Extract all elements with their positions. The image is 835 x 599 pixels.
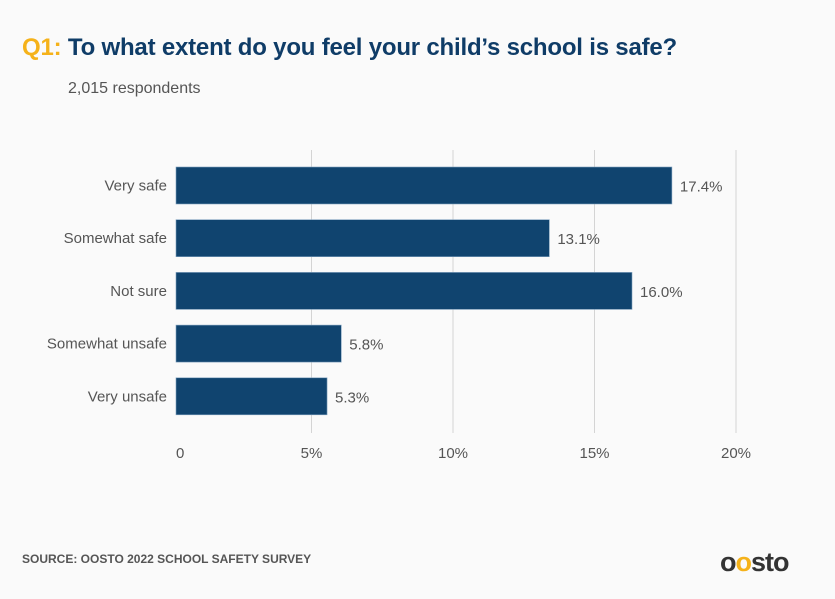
oosto-logo: oosto bbox=[720, 547, 789, 577]
source-note: SOURCE: OOSTO 2022 SCHOOL SAFETY SURVEY bbox=[22, 552, 312, 566]
category-label: Somewhat unsafe bbox=[47, 336, 167, 353]
bar-somewhat-unsafe bbox=[175, 324, 342, 363]
category-label: Very safe bbox=[104, 178, 167, 195]
category-label: Not sure bbox=[110, 283, 167, 300]
value-label: 5.8% bbox=[349, 337, 383, 354]
category-label: Somewhat safe bbox=[64, 230, 167, 247]
x-tick-label: 20% bbox=[721, 445, 751, 462]
value-label: 17.4% bbox=[680, 179, 723, 196]
respondent-count: 2,015 respondents bbox=[68, 80, 201, 97]
bar-somewhat-safe bbox=[175, 219, 550, 257]
value-label: 5.3% bbox=[335, 389, 369, 406]
value-label: 13.1% bbox=[557, 231, 600, 248]
category-label: Very unsafe bbox=[88, 388, 167, 405]
x-tick-label: 10% bbox=[438, 445, 468, 462]
x-tick-label: 15% bbox=[579, 445, 609, 462]
x-tick-label: 5% bbox=[301, 445, 323, 462]
question-text: To what extent do you feel your child’s … bbox=[67, 34, 678, 61]
bar-not-sure bbox=[175, 272, 633, 310]
value-label: 16.0% bbox=[640, 284, 683, 301]
x-tick-label: 0 bbox=[176, 445, 184, 462]
chart-title: Q1: To what extent do you feel your chil… bbox=[22, 34, 677, 62]
bar-very-safe bbox=[175, 166, 673, 205]
bar-very-unsafe bbox=[175, 377, 328, 416]
question-number: Q1: bbox=[22, 34, 62, 61]
